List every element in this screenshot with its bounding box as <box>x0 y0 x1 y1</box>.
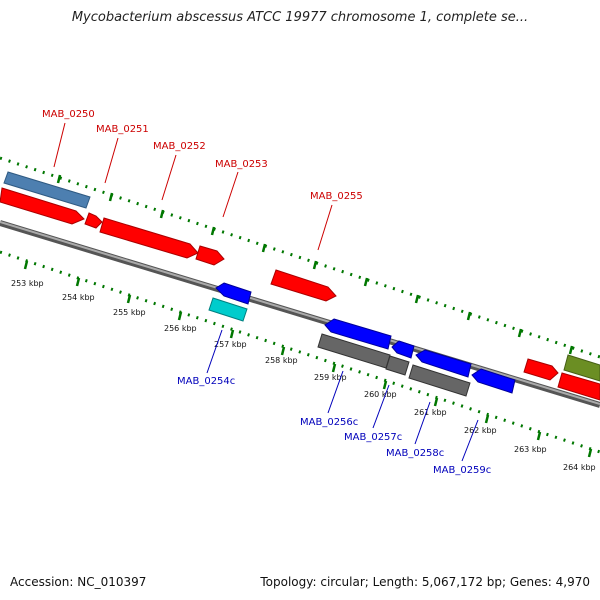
cds-mab-0259c[interactable] <box>471 368 516 394</box>
label-mab-0250[interactable]: MAB_0250 <box>42 109 95 120</box>
label-mab-0251[interactable]: MAB_0251 <box>96 124 149 135</box>
rna-mab-0254c[interactable] <box>208 297 248 322</box>
feature-other-right[interactable] <box>563 354 600 382</box>
label-mab-0256c[interactable]: MAB_0256c <box>300 417 358 428</box>
cds-forward-right-b[interactable] <box>557 372 600 401</box>
label-mab-0252[interactable]: MAB_0252 <box>153 141 206 152</box>
label-mab-0254c[interactable]: MAB_0254c <box>177 376 235 387</box>
tick-label: 253 kbp <box>11 279 44 288</box>
cds-mab-0255[interactable] <box>270 269 337 302</box>
tick-label: 255 kbp <box>113 308 146 317</box>
tick-label: 258 kbp <box>265 356 298 365</box>
tick-label: 259 kbp <box>314 373 347 382</box>
label-mab-0259c[interactable]: MAB_0259c <box>433 465 491 476</box>
tick-label: 262 kbp <box>464 426 497 435</box>
outer-tick-track <box>0 156 600 359</box>
tick-labels: 253 kbp 254 kbp 255 kbp 256 kbp 257 kbp … <box>11 279 596 472</box>
cds-mab-0256c[interactable] <box>324 318 392 350</box>
summary-text: Topology: circular; Length: 5,067,172 bp… <box>260 575 590 589</box>
backbone <box>0 220 600 408</box>
label-mab-0257c[interactable]: MAB_0257c <box>344 432 402 443</box>
tick-label: 254 kbp <box>62 293 95 302</box>
gene-mab-0258c[interactable] <box>408 364 471 397</box>
inner-tick-track <box>0 250 600 458</box>
gene-mab-0257c[interactable] <box>385 355 410 376</box>
tick-label: 260 kbp <box>364 390 397 399</box>
tick-label: 263 kbp <box>514 445 547 454</box>
cds-mab-0257c[interactable] <box>391 340 415 359</box>
cds-mab-0250[interactable] <box>0 187 85 225</box>
tick-label: 261 kbp <box>414 408 447 417</box>
cds-mab-0258c[interactable] <box>415 349 472 378</box>
gene-mab-0250[interactable] <box>3 171 91 209</box>
label-mab-0253[interactable]: MAB_0253 <box>215 159 268 170</box>
cds-forward-right-a[interactable] <box>523 358 559 381</box>
tick-label: 257 kbp <box>214 340 247 349</box>
tick-label: 256 kbp <box>164 324 197 333</box>
accession-text: Accession: NC_010397 <box>10 575 147 589</box>
map-title: Mycobacterium abscessus ATCC 19977 chrom… <box>71 10 529 25</box>
label-mab-0255[interactable]: MAB_0255 <box>310 191 363 202</box>
cds-mab-0253[interactable] <box>195 245 225 266</box>
cds-mab-0254c[interactable] <box>215 282 252 305</box>
cds-mab-0252[interactable] <box>99 217 199 259</box>
label-mab-0258c[interactable]: MAB_0258c <box>386 448 444 459</box>
cds-mab-0251[interactable] <box>84 212 103 229</box>
tick-label: 264 kbp <box>563 463 596 472</box>
